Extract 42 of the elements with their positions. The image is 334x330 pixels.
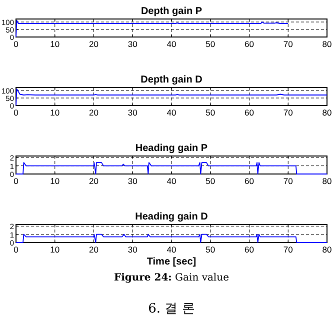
chart-title: Depth gain D <box>140 74 202 86</box>
x-tick-label: 20 <box>89 39 99 49</box>
x-axis-title: Time [sec] <box>146 256 196 268</box>
x-tick-label: 70 <box>283 39 294 49</box>
x-tick-label: 50 <box>206 39 216 49</box>
x-tick-label: 10 <box>50 39 60 49</box>
line-series <box>16 162 328 174</box>
x-tick-label: 60 <box>244 39 254 49</box>
x-tick-label: 30 <box>128 176 138 186</box>
x-tick-label: 20 <box>89 176 99 186</box>
x-tick-label: 40 <box>166 244 176 254</box>
x-tick-label: 10 <box>50 176 60 186</box>
x-tick-label: 50 <box>206 176 216 186</box>
x-tick-label: 50 <box>206 108 216 118</box>
x-tick-label: 20 <box>89 244 99 254</box>
x-tick-label: 40 <box>166 176 176 186</box>
chart-title: Heading gain P <box>135 143 208 154</box>
x-tick-label: 70 <box>283 176 294 186</box>
x-tick-label: 20 <box>89 108 99 118</box>
line-series <box>16 88 328 106</box>
x-tick-label: 60 <box>244 108 254 118</box>
x-tick-label: 60 <box>244 176 254 186</box>
x-tick-label: 10 <box>50 108 60 118</box>
x-tick-label: 10 <box>50 244 60 254</box>
x-tick-label: 80 <box>322 176 332 186</box>
text: 6. 결 론 <box>148 302 195 316</box>
x-tick-label: 80 <box>322 39 332 49</box>
x-tick-label: 50 <box>206 244 216 254</box>
x-tick-label: 70 <box>283 108 294 118</box>
x-tick-label: 70 <box>283 244 294 254</box>
x-tick-label: 30 <box>128 39 138 49</box>
x-tick-label: 60 <box>244 244 254 254</box>
x-tick-label: 30 <box>128 244 138 254</box>
x-tick-label: 40 <box>166 108 176 118</box>
chart-title: Depth gain P <box>140 6 202 17</box>
x-tick-label: 40 <box>166 39 176 49</box>
text: Figure 24: Gain value <box>114 272 230 284</box>
x-tick-label: 30 <box>128 108 138 118</box>
chart-title: Heading gain D <box>135 212 208 222</box>
x-tick-label: 80 <box>322 244 332 254</box>
x-tick-label: 80 <box>322 108 332 118</box>
line-series <box>16 20 289 38</box>
